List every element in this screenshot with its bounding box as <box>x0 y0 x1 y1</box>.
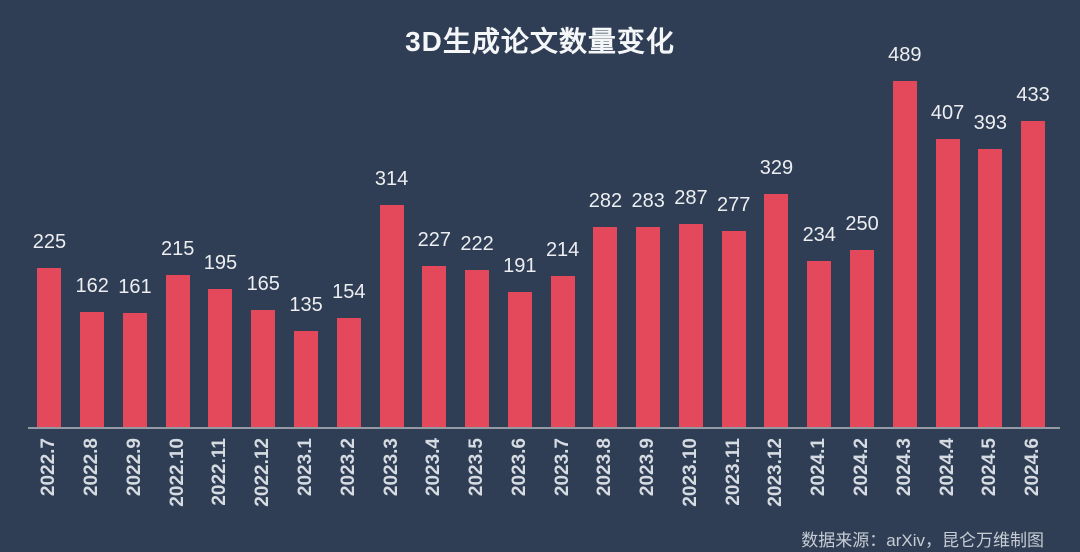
bar <box>1021 121 1046 427</box>
bar-value-label: 154 <box>332 281 366 303</box>
bar <box>721 231 746 427</box>
bar <box>336 318 361 427</box>
x-axis-tick-label: 2023.12 <box>765 438 787 507</box>
bar <box>37 268 62 427</box>
bar <box>122 313 147 427</box>
bar-value-label: 393 <box>973 112 1008 134</box>
bar-value-label: 283 <box>631 190 665 212</box>
x-axis-tick-label: 2023.3 <box>380 438 402 497</box>
bar-value-label: 433 <box>1016 84 1050 106</box>
bar-value-label: 191 <box>503 255 537 277</box>
bar-value-label: 214 <box>545 239 580 261</box>
x-axis-tick-label: 2023.9 <box>637 438 659 497</box>
bar-value-label: 215 <box>161 238 195 260</box>
bar-value-label: 407 <box>930 102 965 124</box>
bar-value-label: 227 <box>417 229 452 251</box>
bar <box>208 289 233 427</box>
x-axis-tick-label: 2023.4 <box>423 438 445 497</box>
bar <box>294 331 319 427</box>
bar-value-label: 287 <box>674 187 708 209</box>
bar <box>978 149 1003 427</box>
x-axis-tick-label: 2022.11 <box>209 438 231 506</box>
bar <box>550 276 575 427</box>
x-axis-tick-label: 2023.2 <box>337 438 359 497</box>
bar <box>507 292 532 427</box>
bar <box>807 261 832 427</box>
chart-title: 3D生成论文数量变化 <box>405 26 675 57</box>
bar-value-label: 162 <box>75 275 109 297</box>
x-axis-tick-label: 2023.1 <box>295 438 317 497</box>
bar-value-label: 277 <box>717 194 751 216</box>
bar <box>80 312 105 427</box>
x-axis-tick-label: 2023.10 <box>679 438 701 507</box>
bar-value-label: 314 <box>374 168 409 190</box>
bar <box>935 139 960 427</box>
source-note: 数据来源：arXiv，昆仑万维制图 <box>801 531 1044 550</box>
bar <box>165 275 190 427</box>
bar-value-label: 135 <box>289 294 323 316</box>
bar <box>379 205 404 427</box>
bar <box>251 310 276 427</box>
x-axis-tick-label: 2023.7 <box>551 438 573 497</box>
x-axis-tick-label: 2023.6 <box>508 438 530 497</box>
bar-value-label: 225 <box>32 231 67 253</box>
bar <box>850 250 875 427</box>
x-axis-tick-label: 2023.11 <box>722 438 744 506</box>
bar <box>422 266 447 427</box>
bar-value-label: 282 <box>588 190 623 212</box>
bar <box>892 81 917 427</box>
x-axis-tick-label: 2023.8 <box>594 438 616 497</box>
bar <box>465 270 490 427</box>
bar <box>764 194 789 427</box>
bar-value-label: 195 <box>203 252 238 274</box>
bar-value-label: 222 <box>460 233 494 255</box>
bar <box>636 227 661 427</box>
bar-value-label: 234 <box>802 224 836 246</box>
x-axis-tick-label: 2022.10 <box>166 438 188 507</box>
x-axis-line <box>28 427 1060 429</box>
x-axis-tick-label: 2022.12 <box>252 438 274 507</box>
bar-value-label: 250 <box>845 213 879 235</box>
bar-value-label: 329 <box>759 157 794 179</box>
x-axis-tick-label: 2023.5 <box>466 438 488 497</box>
bar <box>593 227 618 427</box>
x-axis-tick-label: 2022.8 <box>81 438 103 497</box>
bar <box>678 224 703 427</box>
bar-value-label: 161 <box>118 276 152 298</box>
x-axis-tick-label: 2022.9 <box>123 438 145 497</box>
bar-value-label: 165 <box>246 273 280 295</box>
x-axis-tick-label: 2022.7 <box>38 438 60 497</box>
bar-value-label: 489 <box>888 44 922 66</box>
